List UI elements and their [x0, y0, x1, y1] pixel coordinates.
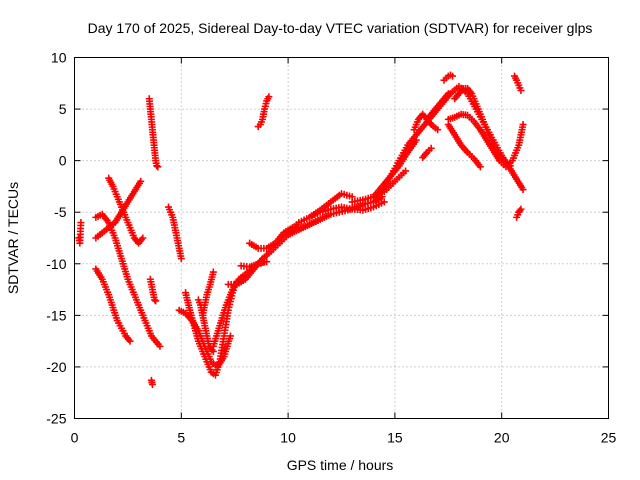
y-tick-label: 0 — [59, 153, 67, 169]
data-point — [517, 87, 525, 95]
data-point — [265, 93, 273, 101]
series-s17 — [246, 216, 322, 252]
data-point — [506, 162, 514, 170]
x-tick-label: 10 — [280, 430, 296, 446]
series-s5 — [105, 174, 147, 247]
y-tick-label: 10 — [51, 50, 67, 66]
x-tick-label: 25 — [601, 430, 617, 446]
data-point — [148, 380, 156, 388]
data-point — [519, 121, 527, 129]
series-s9 — [164, 203, 185, 263]
y-tick-label: -15 — [46, 307, 66, 323]
series-s1 — [75, 219, 85, 247]
x-tick-label: 5 — [177, 430, 185, 446]
data-point — [476, 163, 484, 171]
y-tick-label: -10 — [46, 256, 66, 272]
series-s13 — [199, 268, 217, 319]
chart-title: Day 170 of 2025, Sidereal Day-to-day VTE… — [88, 20, 593, 36]
data-point — [427, 144, 435, 152]
x-tick-label: 0 — [71, 430, 79, 446]
y-tick-label: 5 — [59, 101, 67, 117]
series-s6 — [145, 95, 162, 171]
data-point — [519, 186, 527, 194]
data-layer — [75, 71, 527, 388]
data-point — [444, 90, 452, 98]
data-point — [126, 337, 134, 345]
data-point — [77, 219, 85, 227]
series-s18 — [254, 93, 273, 131]
series-s28 — [444, 121, 484, 171]
x-tick-label: 20 — [494, 430, 510, 446]
data-point — [151, 296, 159, 304]
data-point — [209, 268, 217, 276]
x-tick-label: 15 — [387, 430, 403, 446]
series-s8 — [147, 376, 156, 388]
series-s7 — [146, 275, 160, 305]
series-s30 — [451, 84, 514, 170]
x-axis-label: GPS time / hours — [287, 457, 394, 473]
y-axis-label: SDTVAR / TECUs — [5, 182, 21, 294]
series-s25 — [419, 144, 435, 162]
series-s32 — [513, 205, 525, 221]
data-point — [226, 332, 234, 340]
series-s14 — [209, 258, 269, 350]
data-point — [402, 167, 410, 175]
series-s2 — [92, 210, 164, 350]
series-s31 — [511, 72, 525, 95]
y-tick-label: -5 — [54, 204, 67, 220]
grid-layer — [74, 57, 609, 419]
y-tick-label: -25 — [46, 411, 66, 427]
data-point — [314, 216, 322, 224]
series-s27 — [440, 71, 457, 84]
series-s4 — [92, 177, 145, 242]
data-point — [137, 177, 145, 185]
series-s3 — [92, 265, 134, 345]
y-tick-label: -20 — [46, 359, 66, 375]
data-point — [139, 234, 147, 242]
data-point — [380, 198, 388, 206]
data-point — [517, 205, 525, 213]
data-point — [152, 297, 160, 305]
tick-layer: 0 5 10 15 20 25 -25 -20 -15 -10 -5 0 5 10 — [46, 50, 616, 446]
series-s16 — [237, 258, 271, 271]
data-point — [154, 163, 162, 171]
data-point — [156, 342, 164, 350]
data-point — [177, 255, 185, 263]
data-point — [263, 258, 271, 266]
plot-frame — [74, 57, 609, 419]
data-point — [153, 162, 161, 170]
data-point — [449, 72, 457, 80]
data-point — [434, 126, 442, 134]
series-s20 — [305, 198, 388, 221]
series-s26 — [423, 90, 452, 123]
